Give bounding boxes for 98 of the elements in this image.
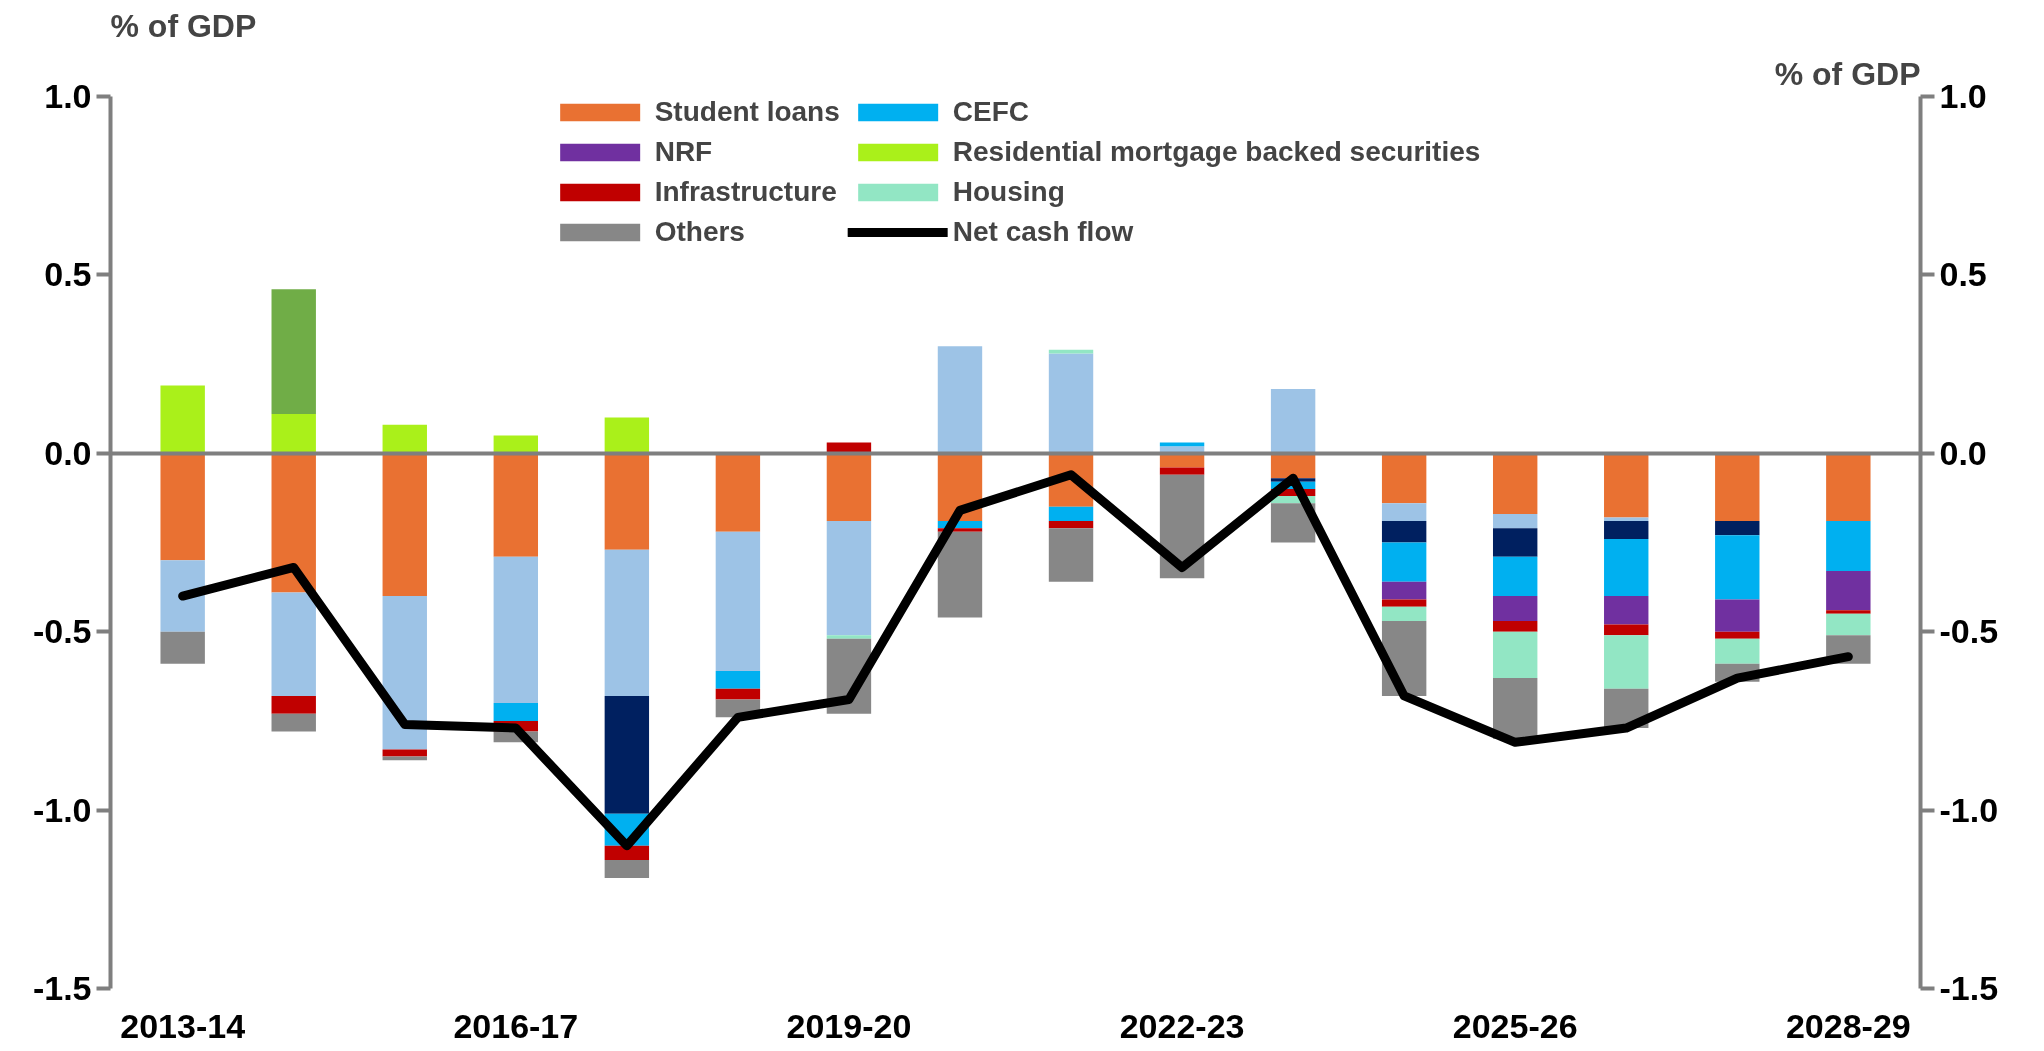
bar bbox=[604, 453, 650, 550]
bar bbox=[937, 531, 983, 618]
bar bbox=[1381, 453, 1427, 504]
bar bbox=[1715, 535, 1760, 600]
bar bbox=[1381, 503, 1427, 522]
bar bbox=[715, 670, 761, 689]
bar bbox=[382, 453, 427, 597]
bar bbox=[1826, 453, 1871, 522]
bar bbox=[1715, 599, 1760, 632]
bar bbox=[493, 435, 539, 454]
bar bbox=[160, 453, 205, 561]
bar bbox=[1826, 521, 1871, 572]
bar bbox=[826, 635, 872, 639]
bar bbox=[1381, 599, 1427, 607]
bar bbox=[604, 845, 650, 861]
bar bbox=[493, 453, 539, 557]
y-axis-title: % of GDP bbox=[110, 7, 257, 44]
legend-label: Student loans bbox=[654, 96, 840, 128]
bar bbox=[1604, 624, 1649, 636]
bar bbox=[715, 453, 761, 532]
bar bbox=[1048, 528, 1094, 582]
bar bbox=[604, 417, 650, 454]
y2-tick-label: -1.0 bbox=[1939, 790, 1999, 829]
bar bbox=[160, 385, 205, 454]
x-tick-label: 2013-14 bbox=[120, 1006, 246, 1045]
bar bbox=[271, 289, 316, 415]
bar bbox=[1381, 606, 1427, 621]
bar bbox=[382, 749, 427, 757]
bar bbox=[271, 414, 316, 454]
y2-tick-label: 0.0 bbox=[1939, 433, 1987, 472]
bar bbox=[826, 521, 872, 636]
bar bbox=[1492, 596, 1538, 621]
bar bbox=[1826, 610, 1871, 614]
bar bbox=[271, 713, 316, 732]
x-tick-label: 2022-23 bbox=[1119, 1006, 1245, 1045]
bar bbox=[1492, 631, 1538, 679]
bar bbox=[1270, 389, 1316, 454]
bar bbox=[1048, 506, 1094, 522]
bar bbox=[160, 560, 205, 632]
legend-label: Residential mortgage backed securities bbox=[952, 136, 1481, 168]
bar bbox=[1492, 556, 1538, 597]
bar bbox=[1715, 521, 1760, 536]
legend-label: Housing bbox=[952, 176, 1065, 208]
y2-tick-label: 1.0 bbox=[1939, 77, 1987, 115]
bar bbox=[1048, 521, 1094, 529]
x-tick-label: 2016-17 bbox=[453, 1006, 579, 1045]
x-tick-label: 2019-20 bbox=[786, 1006, 912, 1045]
bar bbox=[937, 346, 983, 454]
legend-label: Infrastructure bbox=[654, 176, 837, 208]
bar bbox=[160, 631, 205, 664]
bar bbox=[1826, 571, 1871, 611]
bar bbox=[1381, 521, 1427, 543]
y-tick-label: -1.0 bbox=[32, 790, 92, 829]
bar bbox=[1604, 521, 1649, 539]
bar bbox=[1715, 631, 1760, 639]
y2-tick-label: -0.5 bbox=[1939, 612, 1999, 651]
bar bbox=[1159, 467, 1205, 475]
bar bbox=[1381, 581, 1427, 600]
bar bbox=[271, 695, 316, 714]
bar bbox=[1381, 542, 1427, 582]
bar bbox=[493, 703, 539, 721]
legend-label: Others bbox=[654, 216, 745, 248]
legend-label: Net cash flow bbox=[952, 216, 1134, 248]
y2-axis-title: % of GDP bbox=[1774, 55, 1921, 92]
bar bbox=[1604, 453, 1649, 518]
y-tick-label: -1.5 bbox=[32, 969, 92, 1007]
x-tick-label: 2028-29 bbox=[1785, 1006, 1911, 1045]
bar bbox=[715, 531, 761, 671]
bar bbox=[382, 424, 427, 454]
y-tick-label: -0.5 bbox=[32, 612, 92, 651]
y2-tick-label: -1.5 bbox=[1939, 969, 1999, 1007]
legend-label: CEFC bbox=[952, 96, 1030, 128]
y-tick-label: 0.5 bbox=[44, 255, 92, 294]
bar bbox=[604, 695, 650, 814]
bar bbox=[1715, 453, 1760, 522]
x-tick-label: 2025-26 bbox=[1452, 1006, 1578, 1045]
bar bbox=[1492, 678, 1538, 739]
bar bbox=[382, 596, 427, 750]
bar bbox=[604, 549, 650, 696]
bar bbox=[1048, 353, 1094, 454]
y-tick-label: 1.0 bbox=[44, 77, 92, 115]
bar bbox=[1492, 621, 1538, 632]
bar bbox=[715, 688, 761, 700]
bar bbox=[826, 453, 872, 522]
bar bbox=[271, 592, 316, 696]
bar bbox=[1715, 638, 1760, 664]
y-tick-label: 0.0 bbox=[44, 433, 92, 472]
bar bbox=[1492, 513, 1538, 529]
bar bbox=[1604, 596, 1649, 625]
bar bbox=[1826, 613, 1871, 636]
bar bbox=[1604, 538, 1649, 597]
bar bbox=[493, 556, 539, 704]
bar bbox=[604, 860, 650, 878]
bar bbox=[1492, 453, 1538, 514]
bar bbox=[1492, 528, 1538, 557]
bar bbox=[1604, 635, 1649, 689]
y2-tick-label: 0.5 bbox=[1939, 255, 1987, 294]
legend-label: NRF bbox=[654, 136, 713, 168]
